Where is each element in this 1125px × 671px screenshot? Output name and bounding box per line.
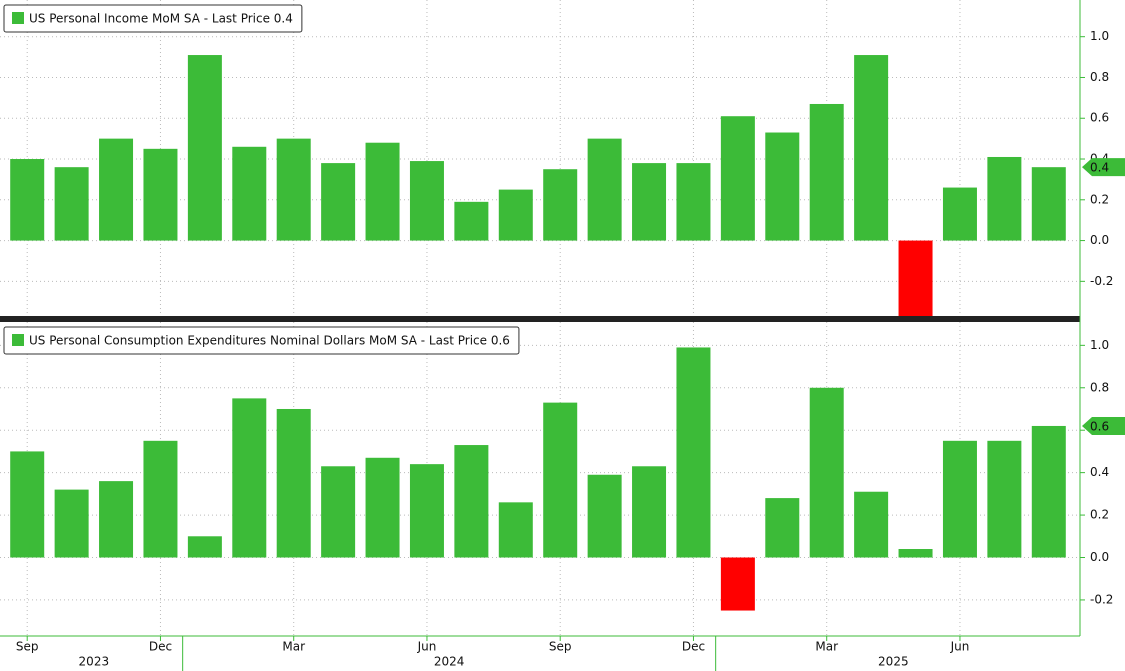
bar <box>409 464 444 558</box>
y-tick-label: 0.8 <box>1090 70 1109 84</box>
bar <box>942 440 977 558</box>
y-tick-label: 1.0 <box>1090 338 1109 352</box>
x-group-label: 2025 <box>878 655 909 669</box>
bar <box>454 201 489 241</box>
bar <box>942 187 977 241</box>
x-group-label: 2023 <box>79 655 110 669</box>
bar <box>321 163 356 241</box>
last-value-label: 0.6 <box>1090 419 1109 433</box>
bar <box>543 169 578 241</box>
bar <box>54 167 89 241</box>
y-tick-label: 0.0 <box>1090 550 1109 564</box>
bar <box>143 148 178 241</box>
y-tick-label: 0.0 <box>1090 233 1109 247</box>
last-value-label: 0.4 <box>1090 161 1109 175</box>
bar <box>498 502 533 558</box>
bar <box>854 491 889 558</box>
bar <box>365 457 400 558</box>
bar <box>676 347 711 558</box>
y-tick-label: 0.2 <box>1090 508 1109 522</box>
bar <box>409 161 444 241</box>
bar <box>898 240 933 316</box>
legend-title: US Personal Income MoM SA - Last Price 0… <box>29 12 293 26</box>
x-tick-label: Jun <box>950 640 970 654</box>
bar <box>10 451 45 558</box>
x-group-label: 2024 <box>434 655 465 669</box>
y-tick-label: 0.8 <box>1090 380 1109 394</box>
legend-box <box>3 4 303 33</box>
panel-separator <box>0 316 1080 322</box>
bar <box>365 142 400 241</box>
x-tick-label: Mar <box>282 640 305 654</box>
bar <box>54 489 89 558</box>
bar <box>720 557 755 611</box>
x-tick-label: Dec <box>682 640 705 654</box>
bar <box>676 163 711 241</box>
legend: US Personal Income MoM SA - Last Price 0… <box>3 4 303 33</box>
bar <box>587 138 622 241</box>
x-tick-label: Mar <box>815 640 838 654</box>
x-tick-label: Sep <box>16 640 39 654</box>
last-value-tag <box>1082 158 1125 177</box>
y-tick-label: -0.2 <box>1090 274 1113 288</box>
bar <box>765 498 800 558</box>
bar <box>1031 425 1066 558</box>
bar <box>1031 167 1066 241</box>
bar <box>543 402 578 558</box>
bars <box>10 55 1066 316</box>
bars <box>10 347 1066 611</box>
legend-box <box>3 326 520 355</box>
legend-swatch <box>12 12 24 24</box>
legend-title: US Personal Consumption Expenditures Nom… <box>29 334 510 348</box>
bar <box>632 163 667 241</box>
bar <box>720 116 755 241</box>
bar <box>232 146 267 241</box>
bar <box>276 138 311 241</box>
bar <box>854 55 889 241</box>
bar <box>10 159 45 241</box>
y-tick-label: 0.6 <box>1090 111 1109 125</box>
bar <box>987 440 1022 558</box>
y-tick-label: -0.2 <box>1090 592 1113 606</box>
bar <box>809 103 844 241</box>
bar <box>632 466 667 558</box>
legend: US Personal Consumption Expenditures Nom… <box>3 326 520 355</box>
legend-swatch <box>12 334 24 346</box>
bar <box>587 474 622 558</box>
bar <box>898 549 933 558</box>
y-tick-label: 0.4 <box>1090 465 1109 479</box>
x-tick-label: Sep <box>549 640 572 654</box>
x-tick-label: Dec <box>149 640 172 654</box>
y-tick-label: 1.0 <box>1090 29 1109 43</box>
bar <box>143 440 178 558</box>
last-value-tag <box>1082 416 1125 435</box>
bar <box>765 132 800 241</box>
bar <box>987 156 1022 241</box>
bar <box>187 55 222 241</box>
bar <box>321 466 356 558</box>
bar <box>809 387 844 558</box>
x-tick-label: Jun <box>417 640 437 654</box>
bar <box>232 398 267 558</box>
y-tick-label: 0.2 <box>1090 192 1109 206</box>
bar <box>276 408 311 558</box>
bar <box>99 138 134 241</box>
bar <box>454 445 489 558</box>
bar <box>187 536 222 558</box>
bar <box>99 481 134 558</box>
bar <box>498 189 533 241</box>
